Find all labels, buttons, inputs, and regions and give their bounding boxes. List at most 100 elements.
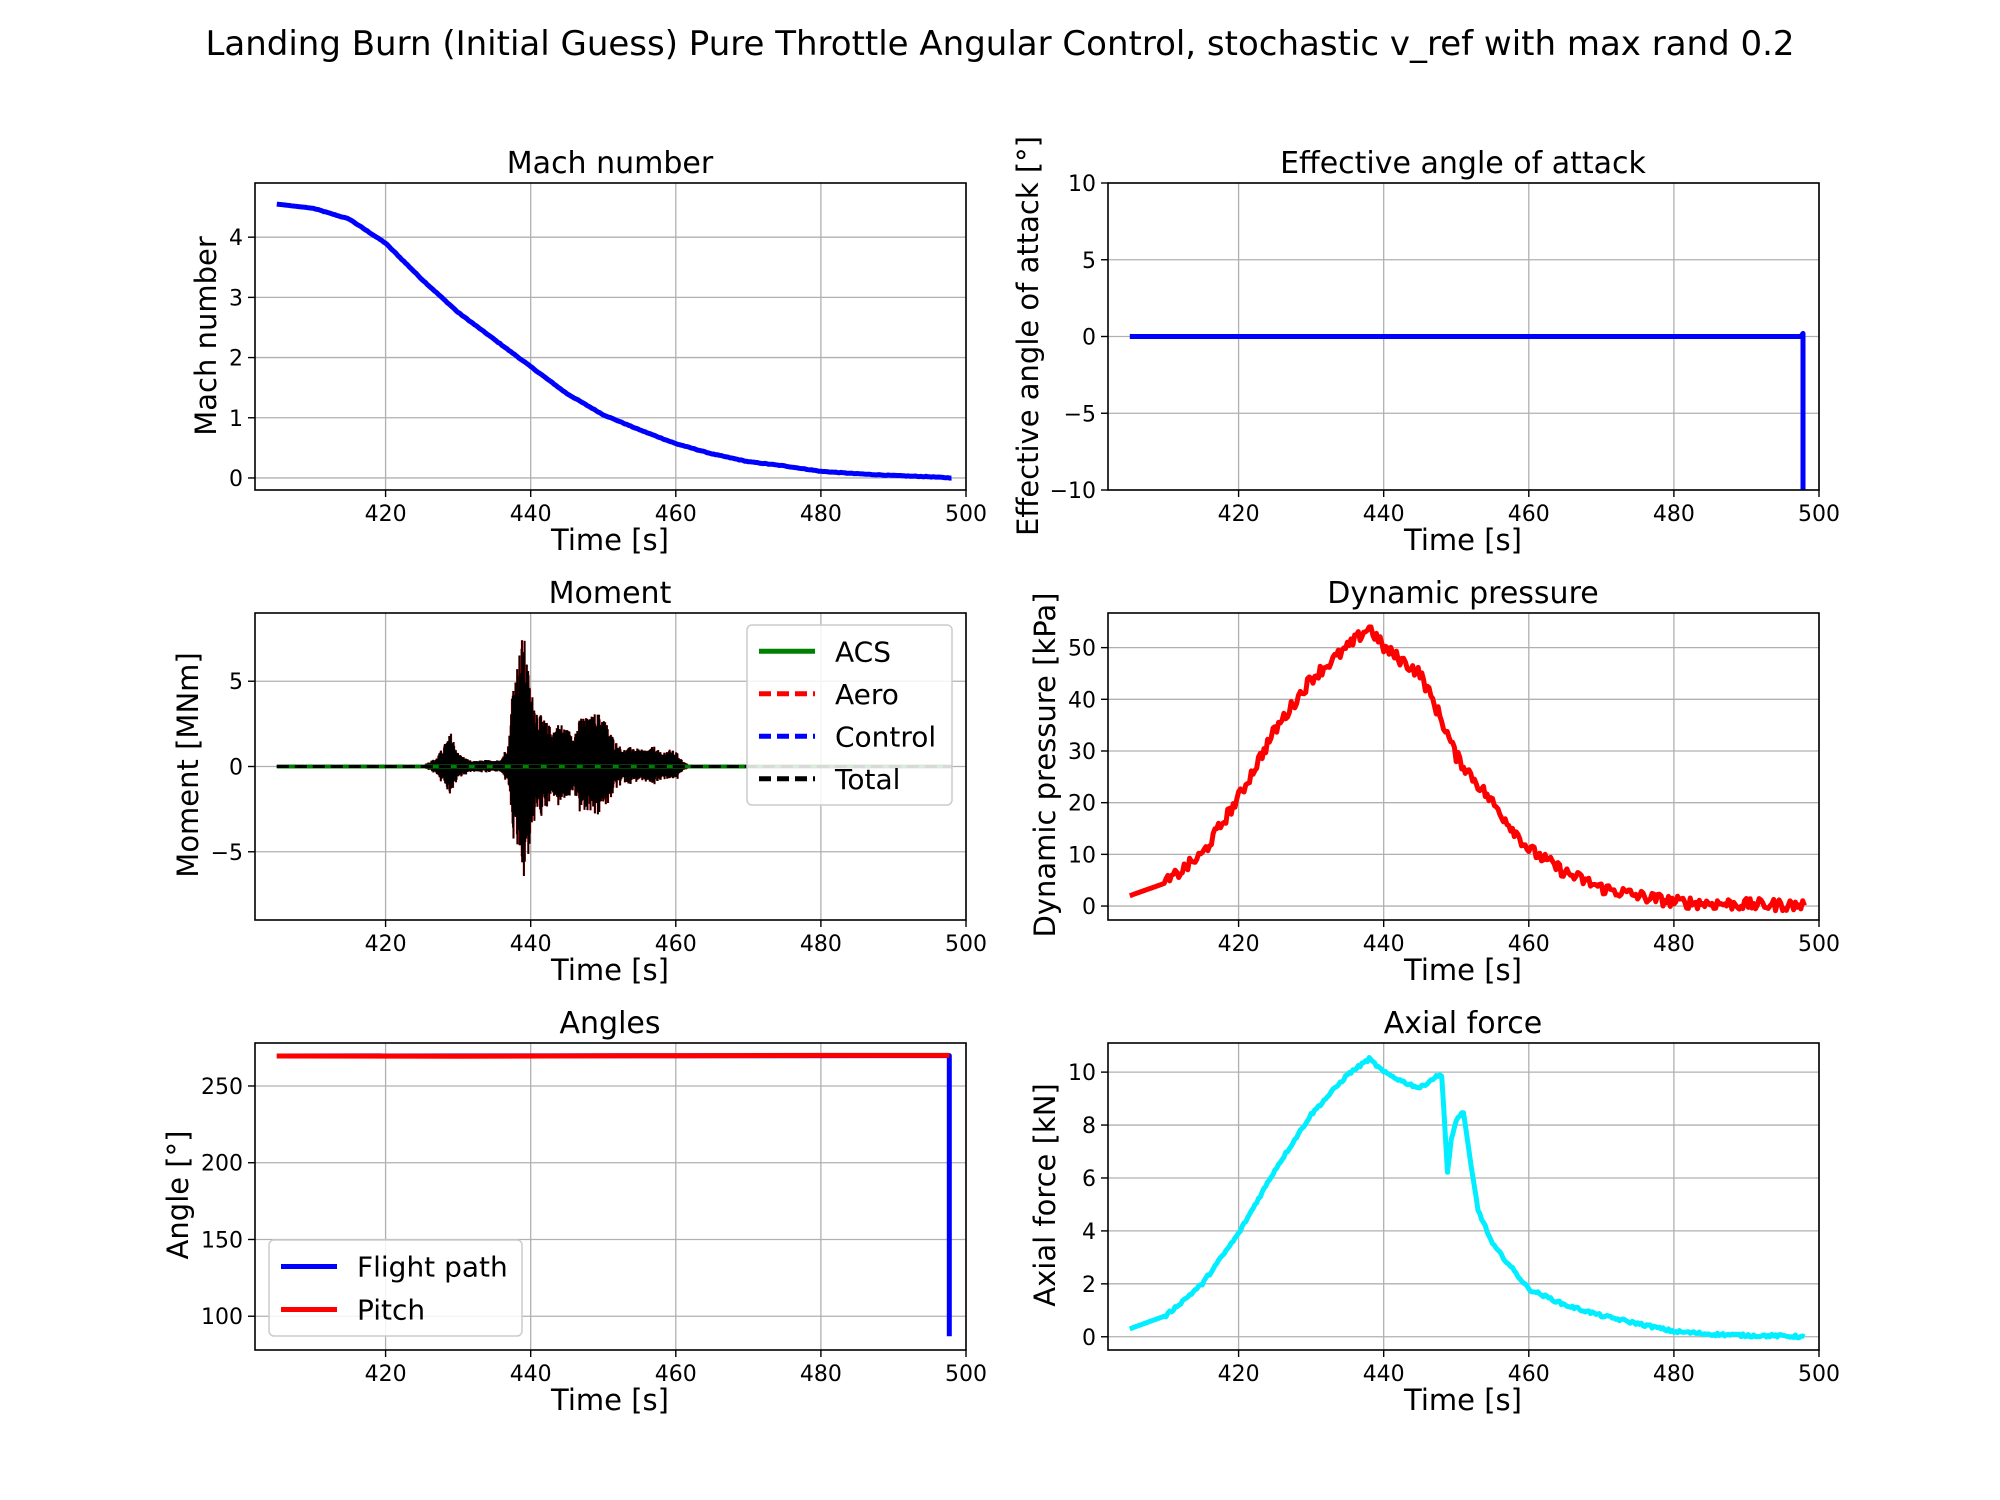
y-tick-label: 3 [229, 286, 243, 311]
mach-number-xlabel: Time [s] [550, 523, 669, 557]
legend-label: Total [834, 763, 900, 796]
x-tick-label: 420 [1218, 502, 1260, 527]
mach-number-title: Mach number [507, 146, 714, 181]
x-tick-label: 500 [945, 1362, 987, 1387]
x-tick-label: 440 [1363, 1362, 1405, 1387]
x-tick-label: 500 [1798, 1362, 1840, 1387]
angles-series-pitch [276, 1052, 950, 1059]
x-tick-label: 420 [365, 1362, 407, 1387]
y-tick-label: 0 [1082, 895, 1096, 920]
x-tick-label: 420 [1218, 1362, 1260, 1387]
angles-panel: Angles Time [s] Angle [°] [161, 1006, 669, 1417]
angle-of-attack-ylabel: Effective angle of attack [°] [1011, 136, 1045, 536]
y-tick-label: 2 [1082, 1273, 1096, 1298]
dynamic-pressure-title: Dynamic pressure [1327, 576, 1598, 611]
mach-axes-frame [254, 182, 967, 491]
angles-series-group [276, 1052, 952, 1337]
legend-label: Aero [835, 678, 899, 711]
x-tick-label: 480 [1653, 932, 1695, 957]
axial-force-title: Axial force [1384, 1006, 1542, 1041]
y-tick-label: 8 [1082, 1114, 1096, 1139]
y-tick-label: 50 [1068, 637, 1096, 662]
moment-plot: 420 440 460 480 500 −5 0 5 ACS Aero Control Total [211, 612, 987, 957]
x-tick-label: 440 [510, 1362, 552, 1387]
moment-panel: Moment Time [s] Moment [MNm] [171, 576, 672, 987]
x-tick-label: 420 [1218, 932, 1260, 957]
x-tick-label: 460 [1508, 502, 1550, 527]
y-tick-label: −10 [1050, 479, 1096, 504]
x-tick-label: 480 [1653, 1362, 1695, 1387]
x-tick-label: 480 [800, 502, 842, 527]
y-tick-label: 0 [229, 467, 243, 492]
y-tick-label: 20 [1068, 792, 1096, 817]
angle-of-attack-panel: Effective angle of attack Time [s] Effec… [1011, 136, 1647, 557]
axial-axes-frame [1107, 1042, 1820, 1351]
x-tick-label: 480 [800, 932, 842, 957]
x-tick-label: 460 [1508, 932, 1550, 957]
y-tick-label: 30 [1068, 740, 1096, 765]
y-tick-label: 0 [1082, 1326, 1096, 1351]
mach-series-0 [276, 201, 953, 481]
qdyn-series-group [1129, 624, 1807, 914]
axial-series-group [1129, 1055, 1806, 1341]
y-tick-label: 2 [229, 347, 243, 372]
legend-label: Flight path [357, 1251, 508, 1284]
axial-force-panel: Axial force Time [s] Axial force [kN] [1028, 1006, 1542, 1417]
dynamic-pressure-ylabel: Dynamic pressure [kPa] [1028, 593, 1062, 938]
axial-force-ylabel: Axial force [kN] [1028, 1083, 1062, 1306]
legend-label: Control [835, 720, 936, 753]
y-tick-label: 150 [201, 1228, 243, 1253]
x-tick-label: 460 [655, 932, 697, 957]
aoa-plot: 420 440 460 480 500 −10 −5 0 5 10 [1050, 172, 1840, 527]
y-tick-label: −5 [1064, 402, 1096, 427]
y-tick-label: 0 [229, 756, 243, 781]
angles-axes-frame [254, 1042, 967, 1351]
moment-title: Moment [549, 576, 672, 611]
mach-number-ylabel: Mach number [189, 236, 223, 436]
qdyn-plot: 420 440 460 480 500 0 10 20 30 40 50 [1068, 612, 1840, 957]
x-tick-label: 440 [1363, 932, 1405, 957]
angle-of-attack-title: Effective angle of attack [1280, 146, 1646, 181]
qdyn-series-0 [1129, 624, 1807, 914]
angle-of-attack-xlabel: Time [s] [1403, 523, 1522, 557]
y-tick-label: 6 [1082, 1167, 1096, 1192]
total-oscillation [421, 640, 691, 877]
x-tick-label: 460 [655, 1362, 697, 1387]
angles-title: Angles [559, 1006, 660, 1041]
y-tick-label: 10 [1068, 1061, 1096, 1086]
y-tick-label: 0 [1082, 326, 1096, 351]
x-tick-label: 500 [1798, 502, 1840, 527]
y-tick-label: 10 [1068, 172, 1096, 197]
angles-ylabel: Angle [°] [161, 1131, 195, 1260]
x-tick-label: 500 [1798, 932, 1840, 957]
x-tick-label: 420 [365, 932, 407, 957]
x-tick-label: 500 [945, 502, 987, 527]
x-tick-label: 420 [365, 502, 407, 527]
x-tick-label: 440 [1363, 502, 1405, 527]
legend-label: Pitch [357, 1294, 425, 1327]
y-tick-label: 4 [1082, 1220, 1096, 1245]
dynamic-pressure-xlabel: Time [s] [1403, 953, 1522, 987]
moment-ylabel: Moment [MNm] [171, 652, 205, 877]
y-tick-label: 10 [1068, 843, 1096, 868]
x-tick-label: 460 [655, 502, 697, 527]
axial-plot: 420 440 460 480 500 0 2 4 6 8 10 [1068, 1042, 1840, 1387]
x-tick-label: 480 [1653, 502, 1695, 527]
x-tick-label: 500 [945, 932, 987, 957]
y-tick-label: 100 [201, 1305, 243, 1330]
axial-series-0 [1129, 1055, 1806, 1341]
x-tick-label: 440 [510, 502, 552, 527]
legend-label: ACS [835, 635, 891, 668]
aoa-series-group [1129, 330, 1806, 490]
mach-plot: 420 440 460 480 500 0 1 2 3 4 [229, 182, 987, 527]
mach-series-group [276, 201, 953, 481]
angles-plot: 420 440 460 480 500 100 150 200 250 Flight path Pi… [201, 1042, 987, 1387]
y-tick-label: 1 [229, 407, 243, 432]
mach-number-panel: Mach number Time [s] Mach number [189, 146, 714, 557]
y-tick-label: 4 [229, 226, 243, 251]
moment-legend: ACS Aero Control Total [746, 624, 953, 806]
figure-title: Landing Burn (Initial Guess) Pure Thrott… [205, 24, 1794, 64]
y-tick-label: 5 [229, 670, 243, 695]
qdyn-axes-frame [1107, 612, 1820, 921]
